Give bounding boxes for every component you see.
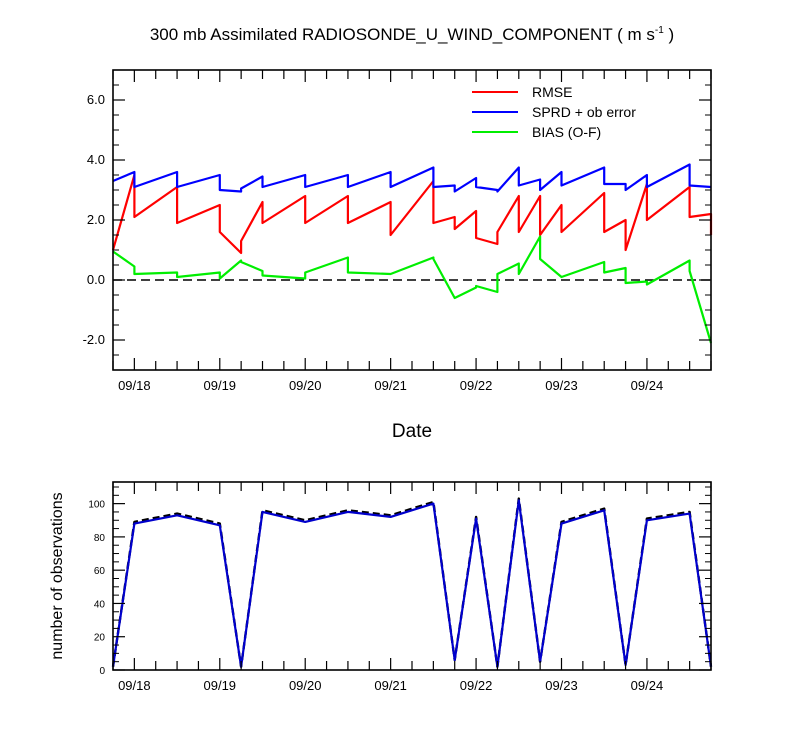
y-axis-label-observations: number of observations [49,492,66,659]
y-tick-label: 0.0 [87,272,105,287]
x-tick-label: 09/22 [460,378,493,393]
x-tick-label: 09/21 [374,678,407,693]
legend-label-bias: BIAS (O-F) [532,124,601,140]
chart-title-end: ) [664,25,674,44]
series-rmse [111,173,713,255]
y-tick-label: 0 [99,666,105,677]
top-series-group [111,163,713,344]
x-axis-label: Date [392,421,432,442]
y-tick-label: 100 [88,500,105,511]
x-tick-label: 09/24 [631,378,664,393]
bottom-plot: 0 20 40 60 80 100 09/18 09/19 09/20 09/21 09/22 09/… [49,481,713,693]
chart-title: 300 mb Assimilated RADIOSONDE_U_WIND_COM… [150,25,674,44]
top-ticks: -2.0 0.0 2.0 4.0 6.0 09/18 09/19 09/20 09/21 09/2… [83,69,712,393]
chart-title-superscript: -1 [655,25,664,36]
x-tick-label: 09/23 [545,678,578,693]
y-tick-label: 6.0 [87,92,105,107]
y-tick-label: 60 [94,566,106,577]
x-tick-label: 09/22 [460,678,493,693]
x-tick-label: 09/24 [631,678,664,693]
y-tick-label: 2.0 [87,212,105,227]
series-assimilated-observations [111,499,713,668]
chart-title-main: 300 mb Assimilated RADIOSONDE_U_WIND_COM… [150,25,655,44]
x-tick-label: 09/21 [374,378,407,393]
bottom-ticks: 0 20 40 60 80 100 09/18 09/19 09/20 09/21 09/22 09/… [88,482,712,693]
legend-label-rmse: RMSE [532,84,572,100]
top-plot: -2.0 0.0 2.0 4.0 6.0 09/18 09/19 09/20 09/21 09/2… [83,69,713,442]
x-tick-label: 09/23 [545,378,578,393]
series-sprd-ob-error [112,163,712,193]
x-tick-label: 09/19 [204,378,237,393]
bottom-series-group [111,497,713,668]
series-bias-o-f [112,235,713,344]
x-tick-label: 09/18 [118,378,151,393]
legend-label-sprd: SPRD + ob error [532,104,636,120]
y-tick-label: 20 [94,633,106,644]
y-tick-label: 80 [94,533,106,544]
x-tick-label: 09/18 [118,678,151,693]
x-tick-label: 09/19 [204,678,237,693]
y-tick-label: -2.0 [83,332,105,347]
x-tick-label: 09/20 [289,378,322,393]
y-tick-label: 40 [94,599,106,610]
x-tick-label: 09/20 [289,678,322,693]
y-tick-label: 4.0 [87,152,105,167]
legend: RMSE SPRD + ob error BIAS (O-F) [472,84,636,140]
